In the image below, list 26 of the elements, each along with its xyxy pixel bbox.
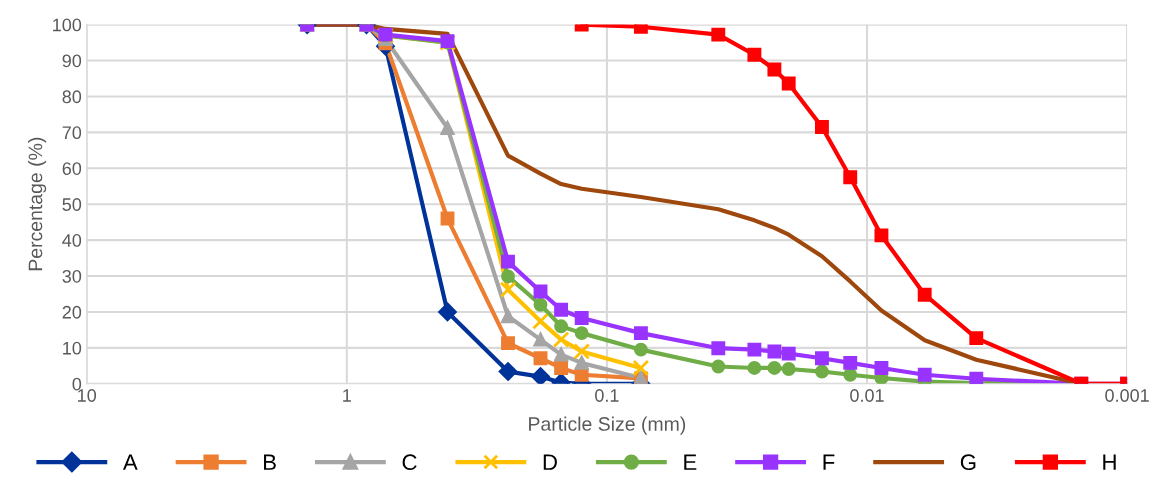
- legend-label: B: [264, 454, 276, 470]
- x-tick-label: 1: [343, 389, 351, 402]
- y-tick-label: 100: [53, 18, 82, 32]
- y-tick-label: 80: [62, 90, 82, 104]
- y-tick-label: 70: [62, 126, 82, 140]
- y-tick-label: 40: [62, 234, 82, 247]
- x-tick-label: 0.001: [1105, 389, 1149, 402]
- legend-label: H: [1103, 454, 1116, 470]
- x-axis-title: Particle Size (mm): [529, 416, 686, 435]
- y-tick-label: 50: [62, 198, 82, 211]
- legend-label: E: [684, 454, 697, 470]
- x-tick-label: 0.1: [595, 389, 619, 402]
- y-tick-label: 20: [62, 305, 82, 319]
- y-axis-title: Percentage (%): [28, 137, 47, 271]
- legend-label: C: [402, 454, 417, 471]
- y-tick-label: 30: [62, 269, 82, 283]
- x-tick-label: 10: [78, 389, 97, 402]
- x-tick-label: 0.01: [850, 389, 884, 402]
- legend-label: A: [122, 454, 138, 470]
- legend-label: F: [823, 454, 835, 470]
- legend-label: G: [960, 454, 976, 471]
- y-tick-label: 90: [62, 54, 82, 68]
- y-tick-label: 60: [62, 162, 82, 175]
- y-tick-label: 10: [63, 341, 82, 355]
- y-tick-label: 0: [72, 377, 82, 391]
- legend-label: D: [543, 454, 557, 470]
